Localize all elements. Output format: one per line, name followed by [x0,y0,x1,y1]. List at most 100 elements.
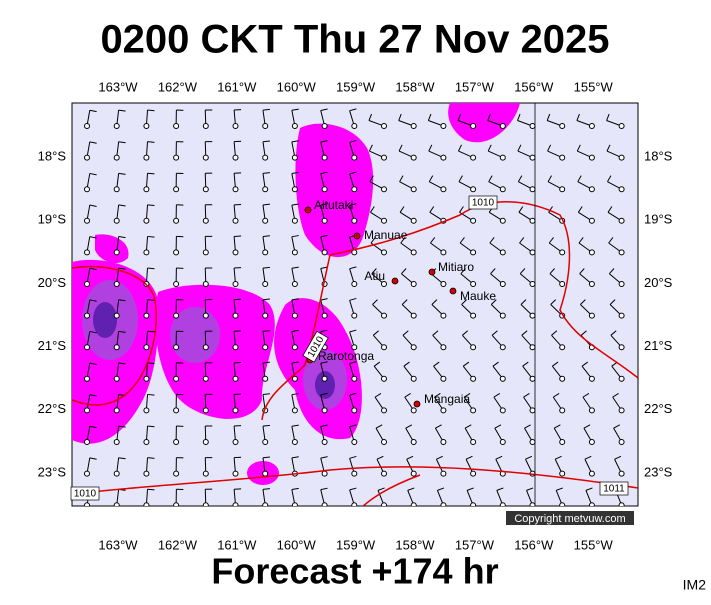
barb-station [233,187,238,192]
barb-station [382,376,387,381]
barb-station [144,471,149,476]
barb-station [530,345,535,350]
lon-label: 158°W [395,79,435,94]
barb-station [441,187,446,192]
barb-station [471,345,476,350]
barb-station [411,124,416,129]
barb-flag [148,173,155,174]
barb-station [471,155,476,160]
barb-station [589,440,594,445]
barb-flag [148,426,155,427]
barb-station [500,282,505,287]
barb-station [292,282,297,287]
barb-station [530,218,535,223]
barb-station [263,250,268,255]
barb-station [233,313,238,318]
barb-station [411,408,416,413]
barb-station [114,282,119,287]
barb-station [203,218,208,223]
barb-station [292,345,297,350]
lat-label: 18°S [644,148,673,163]
barb-station [619,187,624,192]
barb-station [500,187,505,192]
barb-station [85,313,90,318]
lon-label: 161°W [217,79,257,94]
barb-station [500,440,505,445]
lon-label: 155°W [574,79,614,94]
lat-label: 23°S [38,464,67,479]
barb-station [144,155,149,160]
lon-label: 156°W [514,79,554,94]
barb-station [322,124,327,129]
barb-station [589,282,594,287]
barb-station [411,345,416,350]
barb-station [500,218,505,223]
island [450,288,456,294]
barb-station [263,124,268,129]
barb-station [144,313,149,318]
barb-station [174,313,179,318]
barb-station [471,313,476,318]
barb-station [233,124,238,129]
barb-station [292,440,297,445]
island [392,278,398,284]
barb-station [233,471,238,476]
island [429,269,435,275]
barb-station [530,124,535,129]
barb-station [174,124,179,129]
barb-station [411,471,416,476]
barb-station [411,313,416,318]
barb-station [144,345,149,350]
barb-flag [148,142,155,143]
barb-station [619,345,624,350]
barb-station [263,313,268,318]
barb-station [203,503,208,508]
barb-station [85,471,90,476]
image-code: IM2 [683,577,707,593]
barb-station [589,376,594,381]
barb-station [85,250,90,255]
barb-station [382,313,387,318]
barb-station [560,440,565,445]
lon-label: 162°W [158,537,198,552]
barb-flag [148,394,155,395]
barb-station [85,376,90,381]
island [414,401,420,407]
barb-station [560,187,565,192]
island [354,233,360,239]
lat-label: 19°S [644,212,673,227]
barb-station [471,503,476,508]
barb-station [114,440,119,445]
barb-flag [148,489,155,490]
barb-station [114,124,119,129]
barb-station [441,376,446,381]
barb-station [441,250,446,255]
place-name: Manuae [364,228,408,242]
barb-station [233,250,238,255]
barb-station [411,376,416,381]
barb-station [203,187,208,192]
barb-station [174,471,179,476]
barb-station [589,250,594,255]
place-name: Mauke [460,289,496,303]
barb-station [589,155,594,160]
barb-station [114,345,119,350]
barb-station [114,408,119,413]
barb-station [263,187,268,192]
lat-label: 20°S [644,275,673,290]
barb-station [589,408,594,413]
barb-station [174,503,179,508]
barb-station [263,282,268,287]
barb-station [263,155,268,160]
barb-station [114,471,119,476]
barb-station [292,218,297,223]
lon-label: 159°W [336,79,376,94]
barb-station [292,313,297,318]
barb-flag [148,236,155,237]
barb-station [500,313,505,318]
barb-station [560,376,565,381]
barb-station [292,124,297,129]
barb-station [352,282,357,287]
barb-station [619,313,624,318]
barb-station [471,250,476,255]
